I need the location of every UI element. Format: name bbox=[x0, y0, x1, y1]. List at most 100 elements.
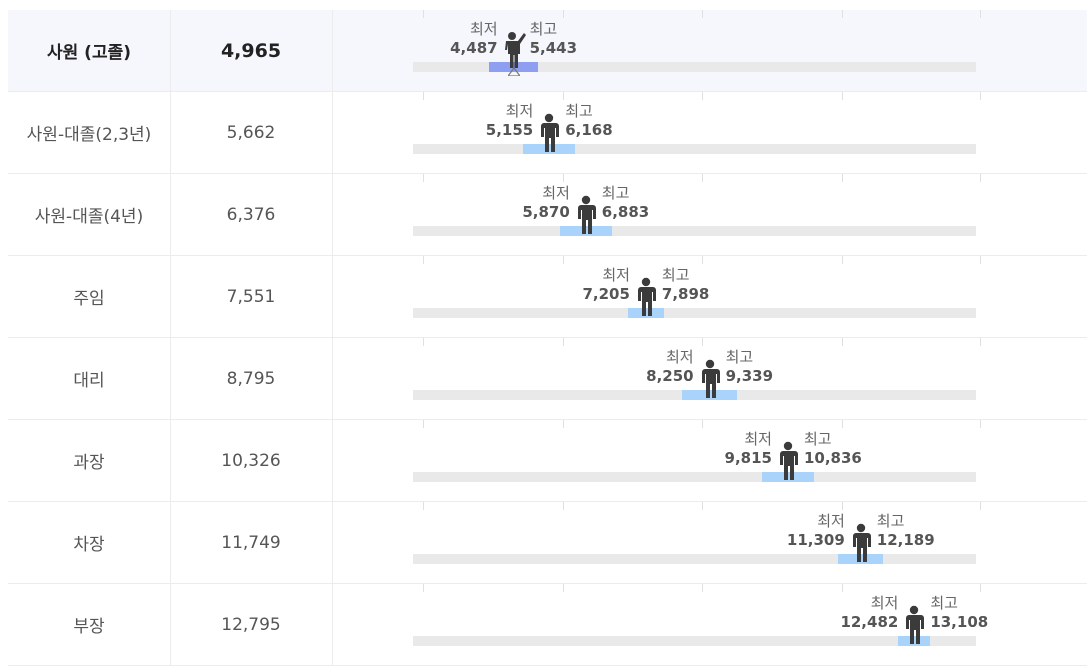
min-caption: 최저 bbox=[744, 430, 772, 448]
table-row[interactable]: 사원-대졸(2,3년) 5,662 최저 5,155 최고 6,168 bbox=[8, 92, 1087, 174]
salary-range-chart: 최저 7,205 최고 7,898 bbox=[332, 256, 1087, 337]
salary-scale-track bbox=[413, 226, 976, 236]
axis-gridline bbox=[980, 420, 981, 428]
table-row[interactable]: 차장 11,749 최저 11,309 최고 12,189 bbox=[8, 502, 1087, 584]
salary-range-chart: 최저 11,309 최고 12,189 bbox=[332, 502, 1087, 583]
average-salary: 5,662 bbox=[170, 92, 333, 173]
salary-range-chart: 최저 8,250 최고 9,339 bbox=[332, 338, 1087, 419]
table-row[interactable]: 사원-대졸(4년) 6,376 최저 5,870 최고 6,883 bbox=[8, 174, 1087, 256]
axis-gridline bbox=[842, 10, 843, 18]
salary-range-bar bbox=[628, 308, 664, 318]
salary-range-bar bbox=[489, 62, 539, 72]
table-row[interactable]: 대리 8,795 최저 8,250 최고 9,339 bbox=[8, 338, 1087, 420]
axis-gridline bbox=[980, 502, 981, 510]
max-caption: 최고 bbox=[565, 102, 593, 120]
max-salary-value: 7,898 bbox=[661, 285, 710, 303]
axis-gridline bbox=[842, 502, 843, 510]
table-row[interactable]: 사원 (고졸) 4,965 최저 4,487 최고 5,443 bbox=[8, 10, 1087, 92]
axis-gridline bbox=[702, 10, 703, 18]
axis-gridline bbox=[842, 92, 843, 100]
salary-range-chart: 최저 9,815 최고 10,836 bbox=[332, 420, 1087, 501]
position-title: 부장 bbox=[8, 584, 171, 665]
min-caption: 최저 bbox=[505, 102, 534, 120]
min-caption: 최저 bbox=[870, 594, 899, 612]
min-salary-value: 4,487 bbox=[450, 39, 498, 57]
min-salary-label: 최저 5,870 bbox=[522, 184, 569, 222]
max-salary-label: 최고 5,443 bbox=[530, 20, 577, 58]
axis-gridline bbox=[423, 584, 424, 592]
person-icon bbox=[779, 441, 798, 480]
axis-gridline bbox=[702, 584, 703, 592]
table-row[interactable]: 주임 7,551 최저 7,205 최고 7,898 bbox=[8, 256, 1087, 338]
average-salary: 6,376 bbox=[170, 174, 333, 255]
max-salary-label: 최고 12,189 bbox=[877, 512, 935, 550]
salary-range-chart: 최저 4,487 최고 5,443 bbox=[332, 10, 1087, 91]
max-salary-value: 6,883 bbox=[601, 203, 650, 221]
axis-gridline bbox=[423, 338, 424, 346]
position-title: 차장 bbox=[8, 502, 171, 583]
min-salary-label: 최저 11,309 bbox=[787, 512, 845, 550]
person-icon bbox=[906, 605, 925, 644]
axis-gridline bbox=[842, 256, 843, 264]
max-salary-label: 최고 7,898 bbox=[662, 266, 709, 304]
min-salary-value: 5,870 bbox=[522, 203, 570, 221]
min-salary-value: 7,205 bbox=[582, 285, 630, 303]
max-caption: 최고 bbox=[601, 184, 630, 202]
average-salary: 7,551 bbox=[170, 256, 333, 337]
salary-scale-track bbox=[413, 472, 976, 482]
min-salary-label: 최저 5,155 bbox=[486, 102, 533, 140]
axis-gridline bbox=[842, 420, 843, 428]
axis-gridline bbox=[702, 256, 703, 264]
max-caption: 최고 bbox=[661, 266, 690, 284]
salary-scale-track bbox=[413, 636, 976, 646]
table-row[interactable]: 과장 10,326 최저 9,815 최고 10,836 bbox=[8, 420, 1087, 502]
min-salary-label: 최저 4,487 bbox=[450, 20, 497, 58]
axis-gridline bbox=[842, 174, 843, 182]
max-salary-label: 최고 6,168 bbox=[565, 102, 612, 140]
axis-gridline bbox=[423, 502, 424, 510]
salary-range-table: 사원 (고졸) 4,965 최저 4,487 최고 5,443 사원-대졸(2,… bbox=[8, 10, 1087, 666]
max-caption: 최고 bbox=[529, 20, 558, 38]
salary-scale-track bbox=[413, 62, 976, 72]
max-salary-label: 최고 10,836 bbox=[804, 430, 862, 468]
min-salary-value: 9,815 bbox=[724, 449, 772, 467]
person-icon bbox=[637, 277, 656, 316]
max-salary-value: 13,108 bbox=[930, 613, 989, 631]
axis-gridline bbox=[980, 174, 981, 182]
axis-gridline bbox=[702, 420, 703, 428]
axis-gridline bbox=[563, 420, 564, 428]
max-caption: 최고 bbox=[930, 594, 958, 612]
max-salary-value: 6,168 bbox=[565, 121, 613, 139]
average-salary: 12,795 bbox=[170, 584, 333, 665]
person-icon bbox=[577, 195, 596, 234]
max-salary-value: 9,339 bbox=[725, 367, 774, 385]
axis-gridline bbox=[702, 92, 703, 100]
axis-gridline bbox=[423, 92, 424, 100]
salary-scale-track bbox=[413, 144, 976, 154]
axis-gridline bbox=[702, 338, 703, 346]
axis-gridline bbox=[563, 502, 564, 510]
min-salary-label: 최저 9,815 bbox=[725, 430, 772, 468]
position-title: 사원-대졸(4년) bbox=[8, 174, 171, 255]
max-caption: 최고 bbox=[803, 430, 832, 448]
salary-scale-track bbox=[413, 308, 976, 318]
axis-gridline bbox=[423, 10, 424, 18]
axis-gridline bbox=[702, 502, 703, 510]
axis-gridline bbox=[563, 584, 564, 592]
min-caption: 최저 bbox=[602, 266, 630, 284]
max-salary-label: 최고 9,339 bbox=[726, 348, 773, 386]
triangle-marker-icon bbox=[507, 68, 520, 76]
table-row[interactable]: 부장 12,795 최저 12,482 최고 13,108 bbox=[8, 584, 1087, 666]
min-salary-label: 최저 8,250 bbox=[646, 348, 693, 386]
person-icon bbox=[852, 523, 871, 562]
salary-scale-track bbox=[413, 554, 976, 564]
min-caption: 최저 bbox=[542, 184, 570, 202]
axis-gridline bbox=[563, 92, 564, 100]
position-title: 사원-대졸(2,3년) bbox=[8, 92, 171, 173]
average-salary: 4,965 bbox=[170, 10, 333, 91]
axis-gridline bbox=[980, 10, 981, 18]
salary-range-bar bbox=[559, 226, 612, 236]
axis-gridline bbox=[842, 584, 843, 592]
min-salary-value: 5,155 bbox=[485, 121, 534, 139]
person-icon bbox=[701, 359, 720, 398]
